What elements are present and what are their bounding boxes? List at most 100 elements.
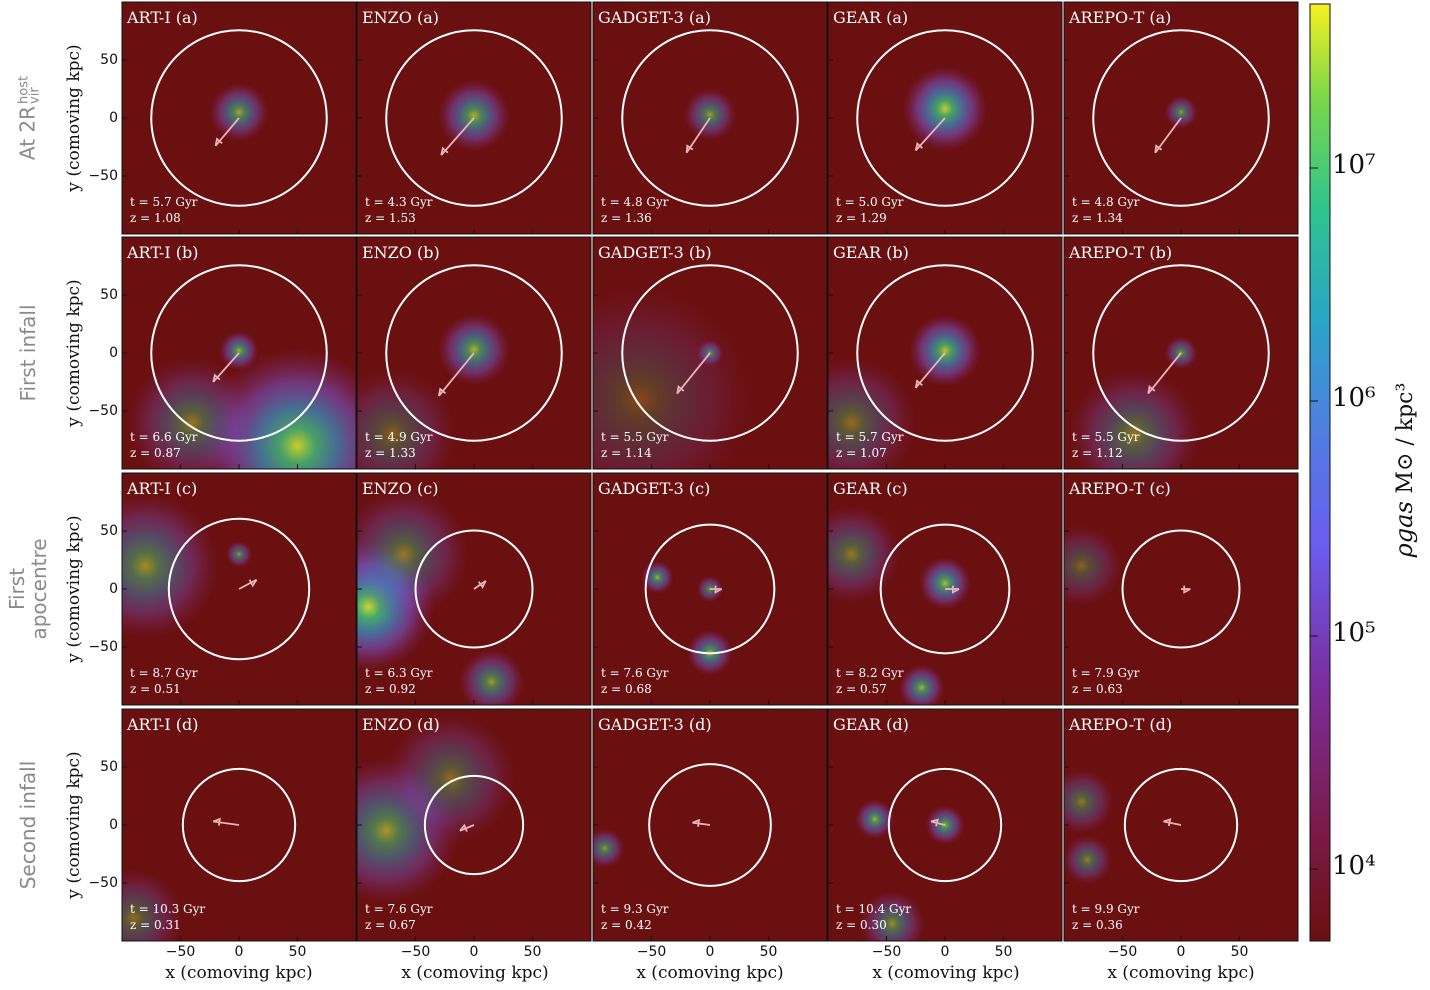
y-tick-label: 50 [100, 759, 118, 775]
y-axis-label-a: y (comoving kpc) [64, 44, 84, 192]
panel-frame [827, 708, 1063, 942]
panel-3-5: AREPO-T (c) t = 7.9 Gyr z = 0.63 [1063, 472, 1299, 706]
panel-density-field [122, 868, 183, 941]
panel-time: t = 8.7 Gyr [130, 666, 198, 680]
colorbar-gradient [1309, 3, 1331, 942]
colorbar-label-1e5: 10⁵ [1332, 618, 1376, 648]
panel-4-3: GADGET-3 (d) t = 9.3 Gyr z = 0.42 [592, 708, 828, 942]
gas-clump-1 [209, 82, 269, 142]
panel-density-field [357, 713, 517, 905]
panel-4-2: ENZO (d) t = 7.6 Gyr z = 0.67 [356, 708, 592, 942]
panel-4-1: ART-I (d) t = 10.3 Gyr z = 0.31 [121, 708, 357, 942]
y-tick-label: −50 [88, 875, 118, 891]
panel-redshift: z = 0.36 [1072, 918, 1123, 932]
panel-time: t = 4.3 Gyr [365, 195, 433, 209]
virial-radius-circle [385, 29, 563, 207]
y-tick-label: 0 [109, 110, 118, 126]
panel-title: ART-I (c) [126, 479, 197, 498]
panel-frame [121, 236, 357, 470]
panel-density-field [855, 799, 965, 941]
panel-frame [356, 708, 592, 942]
velocity-arrow-head [1147, 385, 1156, 394]
gas-clump-2 [357, 368, 458, 469]
virial-radius-circle [414, 529, 534, 649]
panel-time: t = 6.3 Gyr [365, 666, 433, 680]
panel-redshift: z = 0.51 [130, 682, 181, 696]
gas-clump-2 [458, 649, 525, 705]
panel-title: ENZO (b) [362, 243, 440, 262]
panel-frame [827, 236, 1063, 470]
virial-radius-circle [423, 774, 525, 876]
x-tick-label: 50 [1230, 944, 1249, 960]
gas-clump-1 [593, 828, 625, 868]
panel-redshift: z = 0.92 [365, 682, 416, 696]
y-tick-label: 50 [100, 52, 118, 68]
virial-radius-circle [150, 264, 328, 442]
virial-radius-circle [879, 523, 1011, 655]
panel-frame [1063, 472, 1299, 706]
y-tick-label: −50 [88, 639, 118, 655]
panel-frame [356, 1, 592, 235]
velocity-arrow [238, 578, 257, 590]
colorbar-label-1e6: 10⁶ [1332, 383, 1376, 413]
panel-2-5: AREPO-T (b) t = 5.5 Gyr z = 1.12 [1063, 236, 1299, 470]
gas-clump-3 [859, 890, 926, 941]
panel-time: t = 5.7 Gyr [130, 195, 198, 209]
velocity-arrow [692, 821, 711, 826]
virial-radius-circle [1123, 767, 1239, 883]
virial-radius-circle [181, 767, 297, 883]
panel-density-field [902, 66, 988, 152]
gas-clump-2 [122, 492, 220, 640]
panel-frame [356, 472, 592, 706]
panel-frame [592, 236, 828, 470]
panel-redshift: z = 0.31 [130, 918, 181, 932]
panel-2-3: GADGET-3 (b) t = 5.5 Gyr z = 1.14 [592, 236, 828, 470]
gas-clump-1 [225, 541, 253, 568]
x-tick-label: 50 [759, 944, 778, 960]
virial-radius-circle [1092, 264, 1270, 442]
velocity-arrow-head [951, 585, 960, 594]
panel-title: ENZO (d) [362, 715, 440, 734]
gas-clump-2 [855, 799, 895, 839]
panel-redshift: z = 1.34 [1072, 211, 1123, 225]
colorbar-label-1e4: 10⁴ [1332, 851, 1376, 881]
velocity-arrow-head [914, 379, 923, 388]
panel-frame [121, 472, 357, 706]
x-tick-label: −50 [165, 944, 196, 960]
x-tick-label: 0 [469, 944, 479, 960]
gas-clump-1 [437, 79, 511, 152]
panel-time: t = 5.0 Gyr [836, 195, 904, 209]
gas-clump-1 [683, 88, 737, 141]
panel-frame [592, 1, 828, 235]
panel-frame [1063, 1, 1299, 235]
panel-title: AREPO-T (b) [1068, 243, 1172, 262]
gas-clump-1 [437, 313, 511, 386]
panel-redshift: z = 0.63 [1072, 682, 1123, 696]
panel-redshift: z = 1.12 [1072, 446, 1123, 460]
y-axis-label-d: y (comoving kpc) [64, 751, 84, 899]
panel-1-3: GADGET-3 (a) t = 4.8 Gyr z = 1.36 [592, 1, 828, 235]
panel-frame [1063, 708, 1299, 942]
panel-redshift: z = 0.87 [130, 446, 181, 460]
velocity-arrow [1147, 352, 1182, 395]
panel-density-field [437, 79, 511, 152]
panel-time: t = 9.9 Gyr [1072, 902, 1140, 916]
panel-time: t = 7.6 Gyr [365, 902, 433, 916]
colorbar-units: M⊙ / kpc³ [1393, 382, 1418, 494]
panel-redshift: z = 0.30 [836, 918, 887, 932]
gas-clump-1 [918, 556, 972, 610]
panel-title: GADGET-3 (a) [598, 8, 711, 27]
panel-frame [121, 1, 357, 235]
velocity-arrow [930, 820, 946, 826]
panel-title: GADGET-3 (c) [598, 479, 710, 498]
velocity-arrow [459, 824, 475, 832]
panel-title: GEAR (d) [833, 715, 909, 734]
velocity-arrow-head [440, 146, 449, 156]
y-tick-label: 50 [100, 523, 118, 539]
gas-clump-2 [385, 713, 517, 845]
gas-clump-3 [126, 357, 258, 469]
velocity-arrow [676, 352, 711, 395]
velocity-arrow [1163, 820, 1182, 826]
panel-density-field [1164, 95, 1198, 129]
